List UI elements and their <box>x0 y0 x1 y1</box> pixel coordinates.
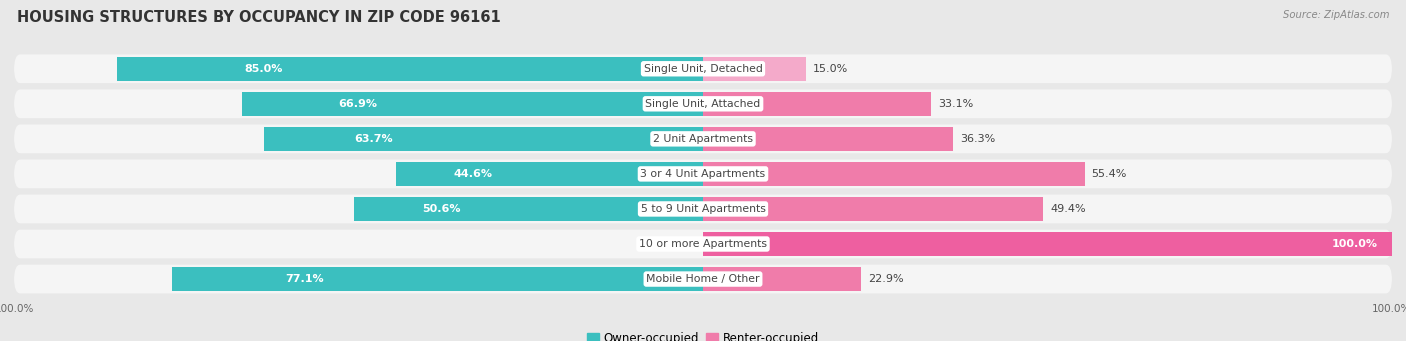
Bar <box>703 232 1392 256</box>
Text: 63.7%: 63.7% <box>354 134 394 144</box>
FancyBboxPatch shape <box>14 124 1392 153</box>
Bar <box>703 92 931 116</box>
Bar <box>703 127 953 151</box>
Bar <box>703 57 807 81</box>
FancyBboxPatch shape <box>14 89 1392 118</box>
Text: 77.1%: 77.1% <box>285 274 323 284</box>
Text: 22.9%: 22.9% <box>868 274 903 284</box>
Text: Mobile Home / Other: Mobile Home / Other <box>647 274 759 284</box>
Bar <box>264 127 703 151</box>
Text: 49.4%: 49.4% <box>1050 204 1085 214</box>
Text: 66.9%: 66.9% <box>337 99 377 109</box>
Text: Single Unit, Detached: Single Unit, Detached <box>644 64 762 74</box>
Text: 2 Unit Apartments: 2 Unit Apartments <box>652 134 754 144</box>
Bar <box>118 57 703 81</box>
FancyBboxPatch shape <box>14 160 1392 188</box>
Bar <box>354 197 703 221</box>
Text: 50.6%: 50.6% <box>422 204 461 214</box>
Text: 0.0%: 0.0% <box>654 239 682 249</box>
Text: 3 or 4 Unit Apartments: 3 or 4 Unit Apartments <box>641 169 765 179</box>
Bar <box>703 267 860 291</box>
Bar <box>703 197 1043 221</box>
Text: 10 or more Apartments: 10 or more Apartments <box>638 239 768 249</box>
FancyBboxPatch shape <box>14 265 1392 293</box>
Text: 33.1%: 33.1% <box>938 99 973 109</box>
Text: 55.4%: 55.4% <box>1091 169 1128 179</box>
Bar <box>172 267 703 291</box>
FancyBboxPatch shape <box>14 195 1392 223</box>
Bar <box>703 162 1084 186</box>
Text: Source: ZipAtlas.com: Source: ZipAtlas.com <box>1282 10 1389 20</box>
Text: 85.0%: 85.0% <box>245 64 283 74</box>
FancyBboxPatch shape <box>14 229 1392 258</box>
Bar <box>395 162 703 186</box>
Text: 15.0%: 15.0% <box>813 64 848 74</box>
Text: Single Unit, Attached: Single Unit, Attached <box>645 99 761 109</box>
Text: 44.6%: 44.6% <box>453 169 492 179</box>
Text: HOUSING STRUCTURES BY OCCUPANCY IN ZIP CODE 96161: HOUSING STRUCTURES BY OCCUPANCY IN ZIP C… <box>17 10 501 25</box>
FancyBboxPatch shape <box>14 55 1392 83</box>
Legend: Owner-occupied, Renter-occupied: Owner-occupied, Renter-occupied <box>582 327 824 341</box>
Text: 5 to 9 Unit Apartments: 5 to 9 Unit Apartments <box>641 204 765 214</box>
Text: 36.3%: 36.3% <box>960 134 995 144</box>
Text: 100.0%: 100.0% <box>1331 239 1378 249</box>
Bar <box>242 92 703 116</box>
